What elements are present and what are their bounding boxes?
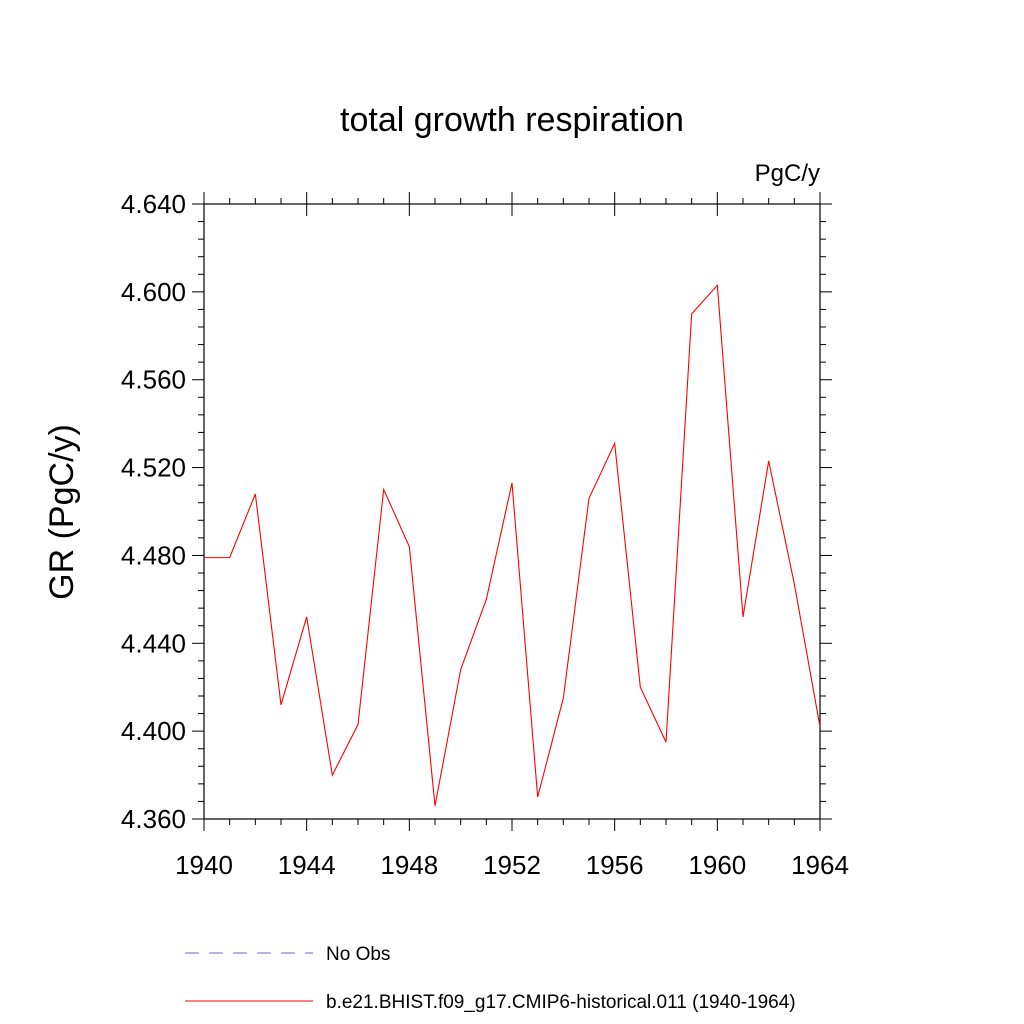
data-point xyxy=(203,557,205,559)
y-tick-label: 4.640 xyxy=(121,189,186,219)
units-label: PgC/y xyxy=(755,160,820,187)
data-point xyxy=(768,460,770,462)
data-point xyxy=(331,774,333,776)
data-point xyxy=(511,482,513,484)
plot-frame xyxy=(203,203,821,820)
y-tick-label: 4.520 xyxy=(121,453,186,483)
data-point xyxy=(793,583,795,585)
y-tick-labels: 4.360 4.400 4.440 4.480 4.520 4.560 4.600 4.640 xyxy=(121,189,186,834)
y-tick-label: 4.360 xyxy=(121,804,186,834)
x-tick-label: 1944 xyxy=(278,850,336,880)
data-point xyxy=(254,493,256,495)
data-point xyxy=(280,704,282,706)
y-tick-label: 4.440 xyxy=(121,628,186,658)
data-point xyxy=(742,616,744,618)
y-tick-label: 4.560 xyxy=(121,365,186,395)
data-point xyxy=(306,616,308,618)
y-axis-label: GR (PgC/y) xyxy=(43,424,81,600)
data-point xyxy=(383,489,385,491)
y-tick-label: 4.400 xyxy=(121,716,186,746)
data-point xyxy=(434,805,436,807)
data-point xyxy=(408,546,410,548)
x-tick-label: 1960 xyxy=(688,850,746,880)
series-layer xyxy=(203,283,821,807)
data-point xyxy=(229,557,231,559)
data-point xyxy=(819,726,821,728)
x-tick-label: 1952 xyxy=(483,850,541,880)
y-tick-label: 4.480 xyxy=(121,540,186,570)
legend: No Obs b.e21.BHIST.f09_g17.CMIP6-histori… xyxy=(185,944,796,1013)
data-point xyxy=(691,313,693,315)
chart-title: total growth respiration xyxy=(340,101,684,139)
data-point xyxy=(460,669,462,671)
axis-ticks xyxy=(192,192,832,831)
x-tick-labels: 1940 1944 1948 1952 1956 1960 1964 xyxy=(175,850,849,880)
x-tick-label: 1964 xyxy=(791,850,849,880)
x-tick-label: 1948 xyxy=(380,850,438,880)
data-point xyxy=(639,686,641,688)
x-tick-label: 1956 xyxy=(586,850,644,880)
data-point xyxy=(716,284,718,286)
data-point xyxy=(485,598,487,600)
series-line xyxy=(204,283,821,806)
x-tick-label: 1940 xyxy=(175,850,233,880)
data-point xyxy=(562,697,564,699)
y-tick-label: 4.600 xyxy=(121,277,186,307)
legend-label-historical: b.e21.BHIST.f09_g17.CMIP6-historical.011… xyxy=(326,992,796,1013)
data-point xyxy=(588,497,590,499)
data-point xyxy=(614,442,616,444)
legend-label-no-obs: No Obs xyxy=(326,944,390,965)
data-point xyxy=(665,741,667,743)
data-point xyxy=(537,796,539,798)
data-point xyxy=(357,724,359,726)
